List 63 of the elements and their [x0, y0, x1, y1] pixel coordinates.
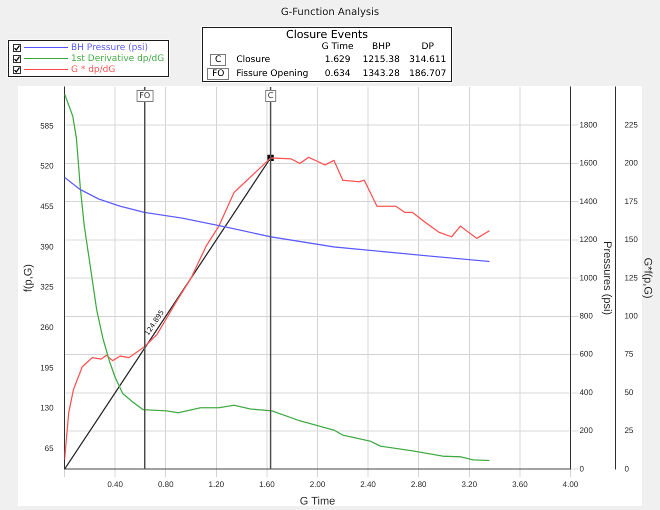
text: 314.611	[408, 54, 448, 67]
y2-tick-label: 800	[579, 312, 594, 321]
ref-line-label: FO	[136, 90, 154, 102]
x-tick-label: 0.40	[107, 480, 124, 490]
x-tick-label: 2.40	[360, 480, 376, 490]
y3-tick-label: 75	[624, 350, 634, 359]
x-tick-label: 4.00	[562, 480, 579, 490]
chart-title: G-Function Analysis	[280, 7, 380, 18]
text: 186.707	[408, 68, 448, 81]
y2-tick-label: 1200	[579, 235, 598, 244]
text: Fissure Opening	[235, 68, 310, 81]
text: Closure Events	[285, 28, 369, 41]
text: FO	[207, 68, 230, 80]
y-tick-label: 65	[44, 444, 54, 453]
y3-tick-label: 225	[624, 120, 638, 130]
y3-tick-label: 50	[624, 388, 634, 397]
x-tick-label: 3.60	[512, 480, 528, 490]
y2-tick-label: 1000	[579, 273, 598, 282]
y-tick-label: 585	[40, 121, 54, 130]
y-tick-label: 455	[40, 202, 54, 211]
y3-tick-label: 0	[624, 464, 630, 474]
text: 1.629	[324, 54, 352, 67]
x-tick-label: 3.20	[461, 480, 478, 490]
x-axis-title: G Time	[300, 495, 336, 508]
y-axis-title: f(p,G)	[22, 264, 35, 292]
text: 1343.28	[362, 68, 401, 81]
y-tick-label: 520	[40, 162, 54, 171]
text: 0.634	[324, 68, 352, 81]
y-tick-label: 325	[40, 282, 54, 292]
y2-tick-label: 400	[579, 388, 594, 397]
y3-tick-label: 25	[624, 426, 634, 436]
text: C	[210, 54, 226, 66]
legend-label: BH Pressure (psi)	[71, 42, 148, 52]
y3-tick-label: 175	[624, 196, 638, 206]
y2-tick-label: 1600	[579, 158, 598, 168]
y3-tick-label: 150	[624, 235, 638, 244]
text: 1215.38	[362, 54, 401, 67]
legend-label: 1st Derivative dp/dG	[71, 54, 164, 64]
x-tick-label: 2.80	[410, 480, 428, 490]
y-tick-label: 390	[40, 242, 54, 252]
text: DP	[420, 41, 435, 53]
y2-tick-label: 0	[579, 464, 584, 474]
text: BHP	[371, 41, 392, 53]
x-tick-label: 1.20	[208, 480, 225, 490]
y2-tick-label: 1400	[579, 196, 598, 206]
y2-tick-label: 600	[579, 350, 594, 359]
y-tick-label: 260	[40, 322, 54, 332]
legend-label: G * dp/dG	[71, 64, 116, 74]
ref-line-label: C	[264, 90, 276, 102]
y2-axis-title: Pressures (psi)	[600, 241, 613, 316]
text: Closure	[235, 54, 272, 67]
text: G Time	[320, 41, 355, 53]
x-tick-label: 1.60	[259, 480, 276, 490]
x-tick-label: 2.00	[310, 480, 326, 490]
y3-tick-label: 200	[624, 158, 638, 168]
y3-tick-label: 125	[624, 273, 638, 282]
y-tick-label: 130	[40, 404, 54, 413]
y2-tick-label: 1800	[579, 120, 598, 130]
x-tick-label: 0.80	[158, 480, 174, 490]
y3-tick-label: 100	[624, 312, 638, 321]
y3-axis-title: G*f(p,G)	[641, 258, 654, 299]
y-tick-label: 195	[40, 363, 54, 372]
y2-tick-label: 200	[579, 426, 594, 436]
